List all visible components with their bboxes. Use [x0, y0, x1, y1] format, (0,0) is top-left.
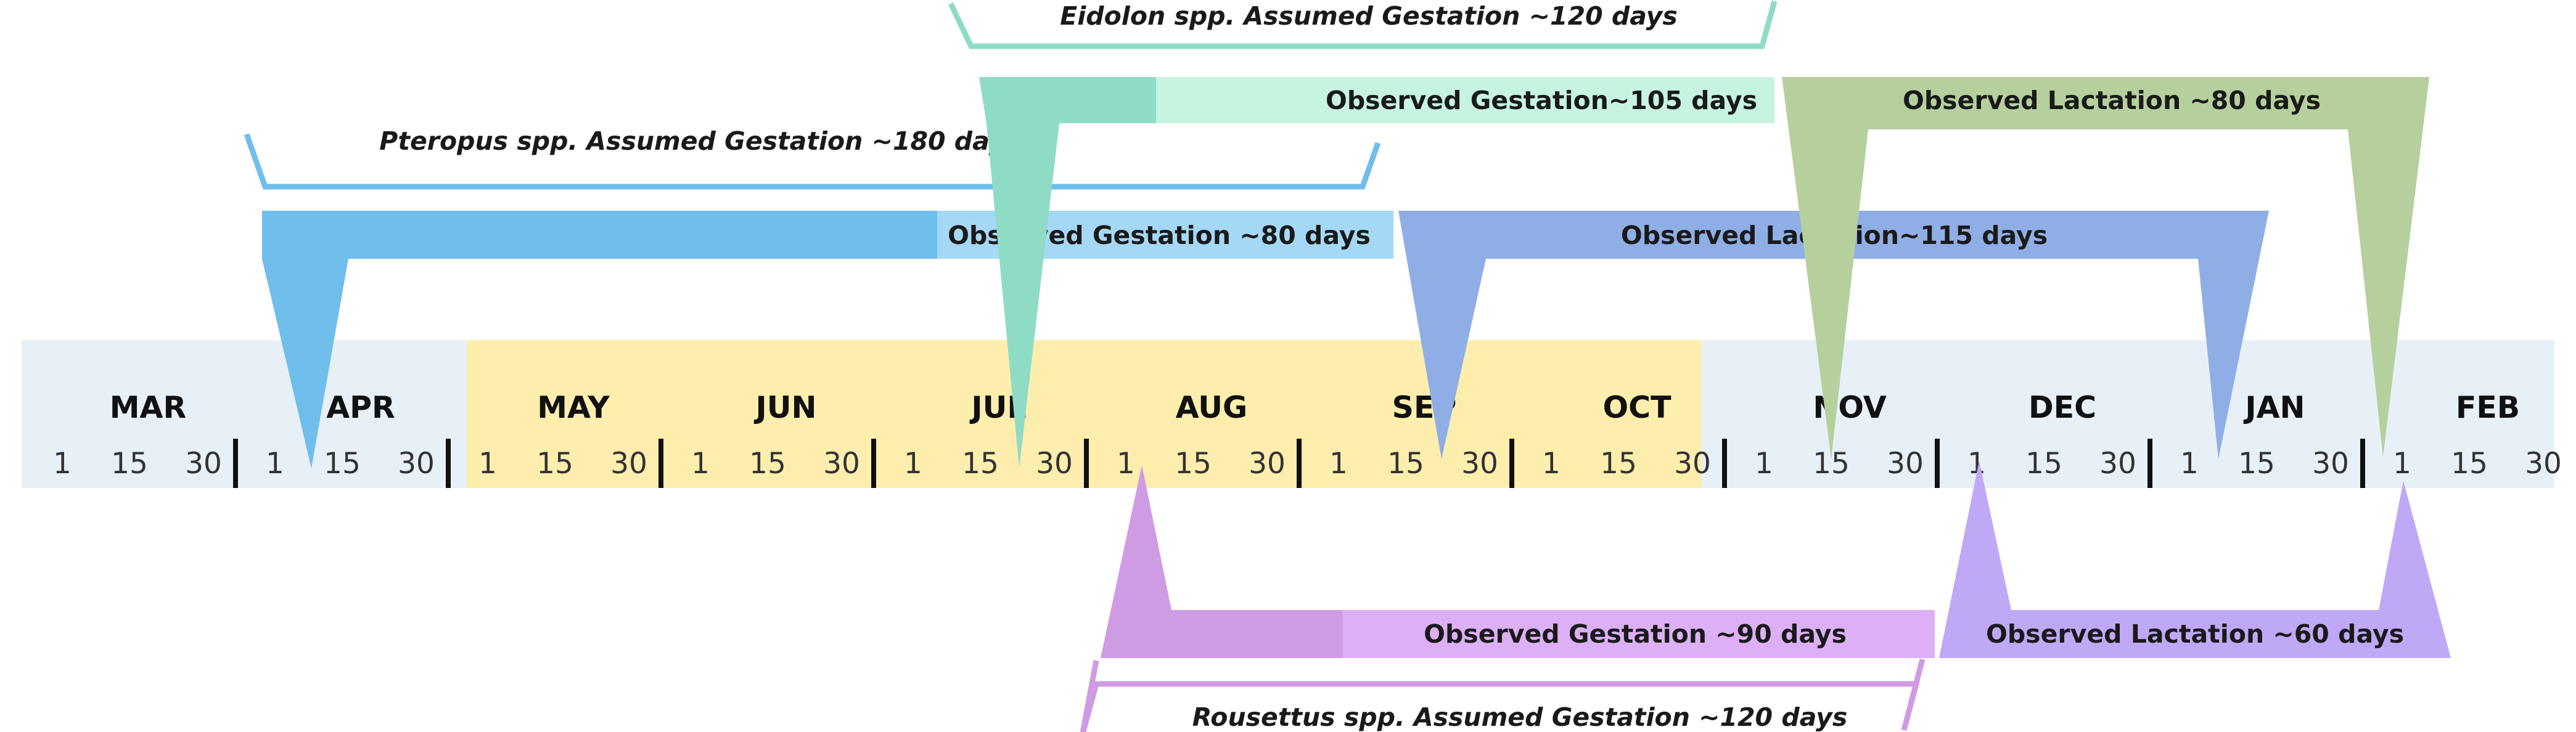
day-tick-aug-30: 30	[1249, 447, 1286, 481]
day-tick-feb-1: 1	[2393, 447, 2411, 481]
month-label-jan: JAN	[2243, 390, 2305, 425]
day-tick-aug-15: 15	[1175, 447, 1212, 481]
day-tick-jun-1: 1	[691, 447, 710, 481]
day-tick-jul-15: 15	[962, 447, 999, 481]
eidolon-gestation-label: Observed Gestation~105 days	[1326, 86, 1757, 115]
day-tick-may-1: 1	[478, 447, 497, 481]
day-tick-jun-30: 30	[823, 447, 860, 481]
pteropus-lactation-bar	[1398, 211, 2269, 459]
day-tick-mar-30: 30	[185, 447, 222, 481]
pteropus-assumed-label: Pteropus spp. Assumed Gestation ~180 day…	[379, 126, 1020, 156]
eidolon-assumed-bracket	[948, 0, 1778, 49]
eidolon-assumed-label: Eidolon spp. Assumed Gestation ~120 days	[1060, 1, 1678, 31]
month-label-jun: JUN	[753, 390, 816, 425]
band-left	[22, 340, 467, 488]
day-tick-dec-30: 30	[2099, 447, 2136, 481]
rousettus-gestation-observed	[1343, 610, 1935, 658]
month-label-may: MAY	[537, 390, 610, 425]
month-label-mar: MAR	[110, 390, 186, 425]
rousettus-lactation-label: Observed Lactation ~60 days	[1986, 619, 2404, 649]
day-tick-apr-1: 1	[266, 447, 284, 481]
day-tick-nov-30: 30	[1887, 447, 1924, 481]
day-tick-jul-30: 30	[1036, 447, 1073, 481]
day-tick-jan-1: 1	[2180, 447, 2199, 481]
rousettus-assumed-bracket	[1080, 658, 1926, 732]
day-tick-feb-30: 30	[2525, 447, 2562, 481]
day-tick-jan-15: 15	[2238, 447, 2275, 481]
rousettus-lactation-bar	[1939, 461, 2451, 658]
pteropus-gestation-bar	[262, 211, 937, 468]
day-tick-oct-30: 30	[1674, 447, 1711, 481]
eidolon-lactation-bar	[1782, 77, 2429, 459]
day-tick-jun-15: 15	[749, 447, 786, 481]
day-tick-aug-1: 1	[1117, 447, 1135, 481]
month-dividers	[233, 439, 2365, 488]
band-right	[1702, 340, 2554, 488]
month-label-apr: APR	[326, 390, 395, 425]
month-label-dec: DEC	[2028, 390, 2096, 425]
rousettus-group: Observed Gestation ~90 days Observed Lac…	[1080, 461, 2451, 732]
day-tick-oct-1: 1	[1542, 447, 1561, 481]
eidolon-lactation-label: Observed Lactation ~80 days	[1903, 86, 2321, 115]
rousettus-assumed-label: Rousettus spp. Assumed Gestation ~120 da…	[1192, 702, 1848, 732]
month-label-feb: FEB	[2456, 390, 2520, 425]
rousettus-gestation-label: Observed Gestation ~90 days	[1424, 619, 1847, 649]
day-tick-oct-15: 15	[1600, 447, 1637, 481]
timeline-band	[22, 340, 2554, 488]
day-tick-jul-1: 1	[904, 447, 922, 481]
day-tick-dec-15: 15	[2025, 447, 2062, 481]
day-tick-apr-15: 15	[324, 447, 361, 481]
eidolon-gestation-observed	[1156, 77, 1774, 123]
day-tick-sep-30: 30	[1461, 447, 1498, 481]
eidolon-group: Eidolon spp. Assumed Gestation ~120 days…	[948, 0, 2429, 468]
month-label-aug: AUG	[1176, 390, 1247, 425]
pteropus-assumed-bracket	[244, 133, 1381, 190]
day-tick-mar-1: 1	[53, 447, 72, 481]
day-tick-sep-15: 15	[1387, 447, 1424, 481]
day-tick-mar-15: 15	[111, 447, 148, 481]
day-tick-nov-1: 1	[1755, 447, 1773, 481]
rousettus-gestation-dark	[1101, 465, 1343, 658]
day-tick-may-15: 15	[536, 447, 573, 481]
day-tick-feb-15: 15	[2451, 447, 2488, 481]
day-tick-may-30: 30	[610, 447, 647, 481]
day-tick-apr-30: 30	[398, 447, 435, 481]
day-tick-sep-1: 1	[1329, 447, 1348, 481]
month-label-oct: OCT	[1602, 390, 1672, 425]
day-tick-jan-30: 30	[2312, 447, 2349, 481]
eidolon-gestation-bar	[979, 77, 1156, 468]
